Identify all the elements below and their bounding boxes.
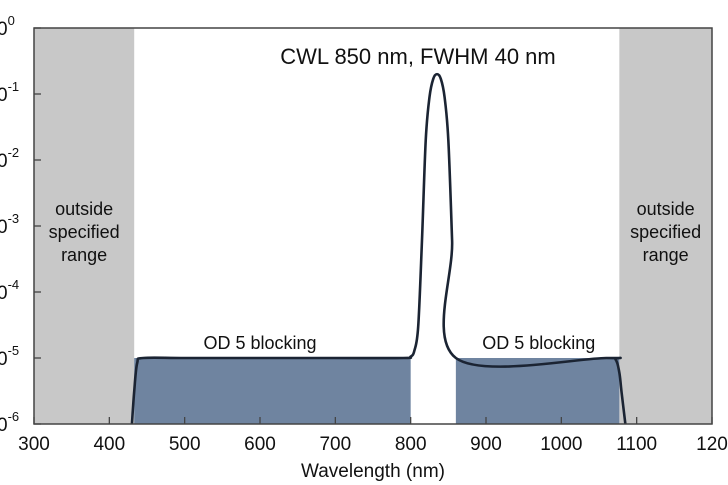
transmission-curve — [130, 72, 627, 425]
y-tick-label: 00 — [0, 13, 15, 40]
outside-region-label-1-0: outside — [637, 199, 695, 219]
y-tick-label: 0-1 — [0, 79, 19, 106]
y-tick-label: 0-2 — [0, 145, 19, 172]
outside-region-label-0-1: specified — [49, 222, 120, 242]
y-tick-exponent: -2 — [8, 145, 20, 160]
x-tick-label: 500 — [169, 434, 201, 455]
blocking-band-0 — [134, 358, 411, 424]
y-tick-exponent: -4 — [8, 277, 20, 292]
x-tick-label: 120 — [696, 434, 728, 455]
x-axis-label: Wavelength (nm) — [301, 461, 445, 482]
outside-range-regions: outside specified range outside specified ran… — [34, 28, 712, 424]
x-axis-ticks: 300 400 500 600 700 800 900 1000 1100 120 — [18, 417, 728, 455]
blocking-bands: OD 5 blocking OD 5 blocking — [134, 333, 620, 424]
outside-region-label-0-2: range — [61, 245, 107, 265]
outside-region-label-1-2: range — [643, 245, 689, 265]
y-tick-label: 0-3 — [0, 211, 19, 238]
y-tick-exponent: -5 — [8, 343, 20, 358]
y-tick-label: 0-4 — [0, 277, 19, 304]
outside-region-1 — [619, 28, 712, 424]
y-tick-exponent: -3 — [8, 211, 20, 226]
y-tick-exponent: -6 — [8, 409, 20, 424]
blocking-band-1 — [455, 358, 620, 424]
x-tick-label: 1000 — [540, 434, 582, 455]
chart-title: CWL 850 nm, FWHM 40 nm — [280, 44, 555, 69]
x-tick-label: 900 — [470, 434, 502, 455]
x-tick-label: 400 — [93, 434, 125, 455]
outside-region-label-0-0: outside — [55, 199, 113, 219]
y-tick-label: 0-6 — [0, 409, 19, 436]
x-tick-label: 800 — [395, 434, 427, 455]
blocking-band-label-0: OD 5 blocking — [203, 333, 316, 353]
x-tick-label: 1100 — [616, 434, 657, 455]
x-tick-label: 700 — [319, 434, 351, 455]
x-tick-label: 300 — [18, 434, 50, 455]
outside-region-label-1-1: specified — [630, 222, 701, 242]
outside-region-0 — [34, 28, 135, 424]
x-tick-label: 600 — [244, 434, 276, 455]
blocking-band-label-1: OD 5 blocking — [482, 333, 595, 353]
y-tick-exponent: -1 — [8, 79, 20, 94]
y-tick-label: 0-5 — [0, 343, 19, 370]
y-tick-exponent: 0 — [8, 13, 15, 28]
